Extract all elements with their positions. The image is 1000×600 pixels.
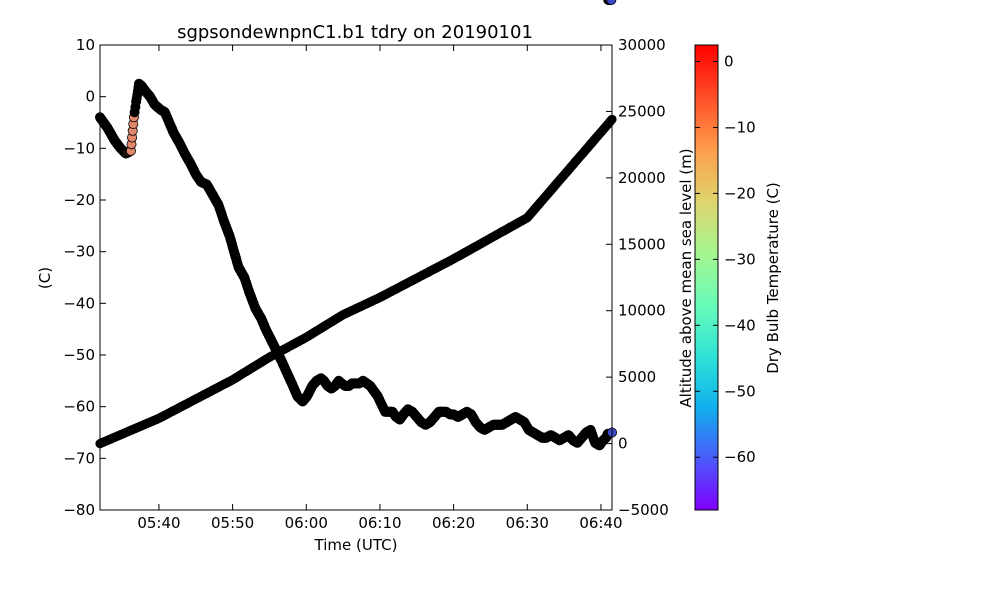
y2-tick-label: 15000 [618, 235, 666, 253]
colorbar-tick-label: −50 [724, 382, 756, 400]
colorbar [694, 44, 719, 511]
x-tick-label: 06:40 [579, 514, 622, 532]
y2-tick-label: 20000 [618, 169, 666, 187]
y-tick-label: 0 [85, 88, 95, 106]
y2-tick-label: 5000 [618, 368, 656, 386]
y-tick-label: −10 [63, 139, 95, 157]
y-axis-label: (C) [36, 267, 54, 289]
colorbar-tick-label: −60 [724, 448, 756, 466]
colorbar-axis: 0 −10 −20 −30 −40 −50 −60 [695, 52, 756, 466]
y-tick-label: −50 [63, 346, 95, 364]
y2-axis-label: Altitude above mean sea level (m) [677, 148, 695, 407]
y-tick-label: −60 [63, 398, 95, 416]
x-tick-label: 06:10 [358, 514, 401, 532]
x-tick-label: 06:00 [285, 514, 328, 532]
y-tick-label: −70 [63, 449, 95, 467]
colorbar-tick-label: −20 [724, 184, 756, 202]
x-tick-label: 06:20 [432, 514, 475, 532]
chart-title: sgpsondewnpnC1.b1 tdry on 20190101 [177, 22, 533, 43]
colorbar-tick-label: −40 [724, 316, 756, 334]
x-axis-label: Time (UTC) [314, 536, 398, 554]
x-axis: 05:40 05:50 06:00 06:10 06:20 06:30 06:40 [137, 45, 623, 532]
temperature-point [606, 0, 617, 5]
y-axis-left: 10 0 −10 −20 −30 −40 −50 −60 −70 −80 [63, 36, 106, 519]
y2-tick-label: 25000 [618, 102, 666, 120]
plot-area [95, 0, 618, 451]
plot-frame [99, 44, 613, 511]
x-tick-label: 05:50 [211, 514, 254, 532]
colorbar-tick-label: −10 [724, 118, 756, 136]
y-tick-label: 10 [76, 36, 95, 54]
y2-tick-label: 30000 [618, 36, 666, 54]
y-tick-label: −40 [63, 294, 95, 312]
x-tick-label: 06:30 [506, 514, 549, 532]
y-tick-label: −80 [63, 501, 95, 519]
x-tick-label: 05:40 [137, 514, 180, 532]
y2-tick-label: −5000 [618, 501, 669, 519]
colorbar-tick-label: 0 [724, 52, 734, 70]
colorbar-tick-label: −30 [724, 250, 756, 268]
y-axis-right: 30000 25000 20000 15000 10000 5000 0 −5000 [606, 36, 669, 519]
y-tick-label: −20 [63, 191, 95, 209]
colorbar-label: Dry Bulb Temperature (C) [764, 182, 782, 374]
y-tick-label: −30 [63, 243, 95, 261]
y2-tick-label: 0 [618, 435, 628, 453]
y2-tick-label: 10000 [618, 302, 666, 320]
